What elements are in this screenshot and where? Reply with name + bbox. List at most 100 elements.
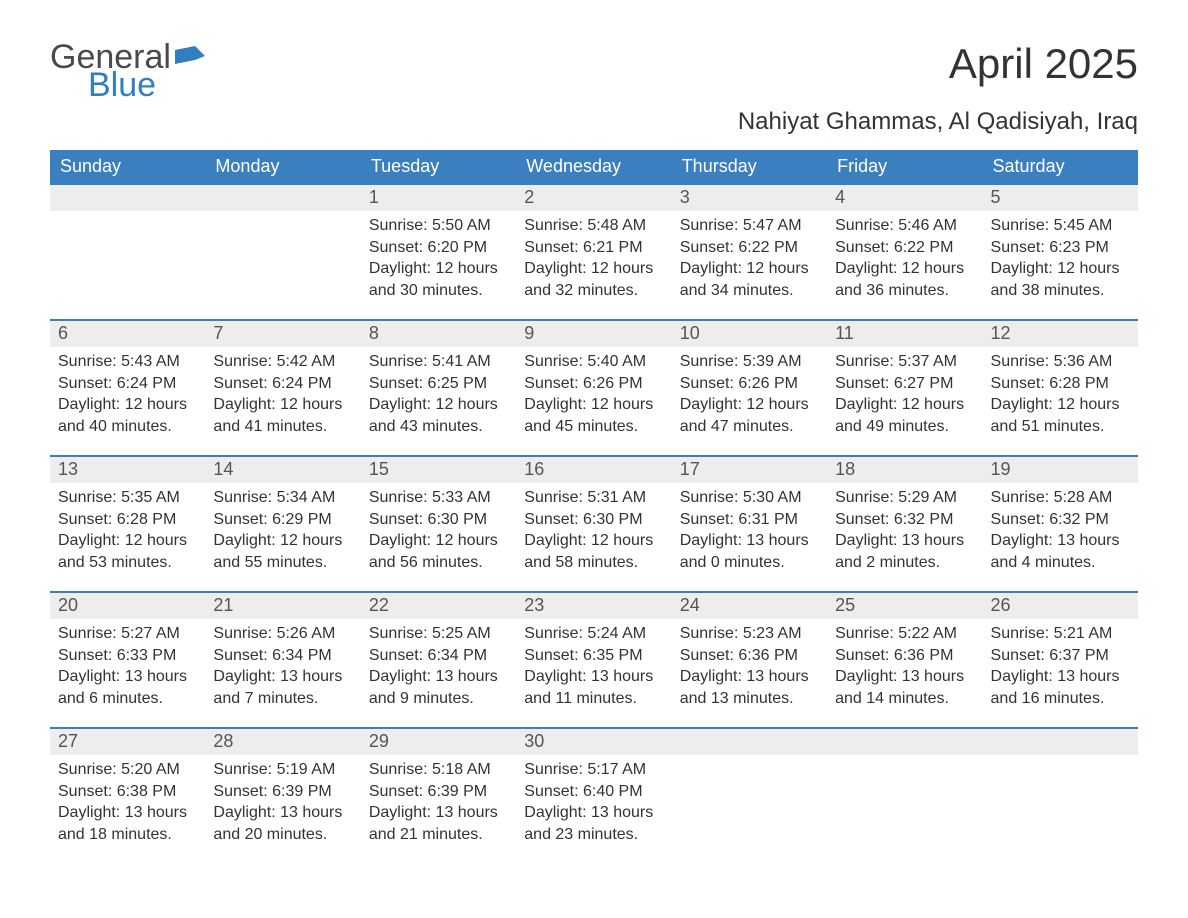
sunset-text: Sunset: 6:34 PM bbox=[369, 645, 508, 667]
logo: General Blue bbox=[50, 40, 205, 102]
daylight-text: Daylight: 13 hours and 0 minutes. bbox=[680, 530, 819, 573]
calendar-cell: 28Sunrise: 5:19 AMSunset: 6:39 PMDayligh… bbox=[205, 728, 360, 864]
day-details: Sunrise: 5:26 AMSunset: 6:34 PMDaylight:… bbox=[205, 619, 360, 719]
sunrise-text: Sunrise: 5:47 AM bbox=[680, 215, 819, 237]
calendar-cell: 17Sunrise: 5:30 AMSunset: 6:31 PMDayligh… bbox=[672, 456, 827, 592]
sunrise-text: Sunrise: 5:17 AM bbox=[524, 759, 663, 781]
sunset-text: Sunset: 6:30 PM bbox=[524, 509, 663, 531]
sunrise-text: Sunrise: 5:18 AM bbox=[369, 759, 508, 781]
sunset-text: Sunset: 6:26 PM bbox=[680, 373, 819, 395]
day-details: Sunrise: 5:41 AMSunset: 6:25 PMDaylight:… bbox=[361, 347, 516, 447]
sunrise-text: Sunrise: 5:20 AM bbox=[58, 759, 197, 781]
calendar-cell: 15Sunrise: 5:33 AMSunset: 6:30 PMDayligh… bbox=[361, 456, 516, 592]
daylight-text: Daylight: 12 hours and 58 minutes. bbox=[524, 530, 663, 573]
sunset-text: Sunset: 6:28 PM bbox=[991, 373, 1130, 395]
daylight-text: Daylight: 12 hours and 34 minutes. bbox=[680, 258, 819, 301]
calendar-cell: 20Sunrise: 5:27 AMSunset: 6:33 PMDayligh… bbox=[50, 592, 205, 728]
sunset-text: Sunset: 6:21 PM bbox=[524, 237, 663, 259]
sunset-text: Sunset: 6:37 PM bbox=[991, 645, 1130, 667]
day-number: 20 bbox=[50, 593, 205, 619]
sunrise-text: Sunrise: 5:46 AM bbox=[835, 215, 974, 237]
weekday-header: Saturday bbox=[983, 150, 1138, 184]
daylight-text: Daylight: 12 hours and 45 minutes. bbox=[524, 394, 663, 437]
day-number: 19 bbox=[983, 457, 1138, 483]
sunset-text: Sunset: 6:33 PM bbox=[58, 645, 197, 667]
day-details: Sunrise: 5:34 AMSunset: 6:29 PMDaylight:… bbox=[205, 483, 360, 583]
calendar-cell: 10Sunrise: 5:39 AMSunset: 6:26 PMDayligh… bbox=[672, 320, 827, 456]
day-number: 10 bbox=[672, 321, 827, 347]
day-number: 7 bbox=[205, 321, 360, 347]
day-number: 17 bbox=[672, 457, 827, 483]
day-details: Sunrise: 5:42 AMSunset: 6:24 PMDaylight:… bbox=[205, 347, 360, 447]
calendar-cell: 8Sunrise: 5:41 AMSunset: 6:25 PMDaylight… bbox=[361, 320, 516, 456]
day-details: Sunrise: 5:39 AMSunset: 6:26 PMDaylight:… bbox=[672, 347, 827, 447]
daylight-text: Daylight: 12 hours and 32 minutes. bbox=[524, 258, 663, 301]
daylight-text: Daylight: 12 hours and 36 minutes. bbox=[835, 258, 974, 301]
calendar-cell: 29Sunrise: 5:18 AMSunset: 6:39 PMDayligh… bbox=[361, 728, 516, 864]
calendar-cell: 21Sunrise: 5:26 AMSunset: 6:34 PMDayligh… bbox=[205, 592, 360, 728]
day-details: Sunrise: 5:35 AMSunset: 6:28 PMDaylight:… bbox=[50, 483, 205, 583]
weekday-header: Monday bbox=[205, 150, 360, 184]
daylight-text: Daylight: 13 hours and 21 minutes. bbox=[369, 802, 508, 845]
day-number: 28 bbox=[205, 729, 360, 755]
day-number: 18 bbox=[827, 457, 982, 483]
daylight-text: Daylight: 13 hours and 7 minutes. bbox=[213, 666, 352, 709]
daylight-text: Daylight: 13 hours and 2 minutes. bbox=[835, 530, 974, 573]
calendar-week-row: 27Sunrise: 5:20 AMSunset: 6:38 PMDayligh… bbox=[50, 728, 1138, 864]
sunset-text: Sunset: 6:29 PM bbox=[213, 509, 352, 531]
sunrise-text: Sunrise: 5:35 AM bbox=[58, 487, 197, 509]
logo-word-blue: Blue bbox=[88, 68, 156, 102]
calendar-cell: 14Sunrise: 5:34 AMSunset: 6:29 PMDayligh… bbox=[205, 456, 360, 592]
calendar-cell bbox=[983, 728, 1138, 864]
day-number bbox=[827, 729, 982, 755]
daylight-text: Daylight: 13 hours and 6 minutes. bbox=[58, 666, 197, 709]
sunset-text: Sunset: 6:26 PM bbox=[524, 373, 663, 395]
sunrise-text: Sunrise: 5:39 AM bbox=[680, 351, 819, 373]
weekday-header: Friday bbox=[827, 150, 982, 184]
calendar-cell: 19Sunrise: 5:28 AMSunset: 6:32 PMDayligh… bbox=[983, 456, 1138, 592]
sunset-text: Sunset: 6:22 PM bbox=[680, 237, 819, 259]
day-number: 8 bbox=[361, 321, 516, 347]
sunset-text: Sunset: 6:25 PM bbox=[369, 373, 508, 395]
sunrise-text: Sunrise: 5:29 AM bbox=[835, 487, 974, 509]
sunrise-text: Sunrise: 5:31 AM bbox=[524, 487, 663, 509]
day-number: 1 bbox=[361, 185, 516, 211]
day-details bbox=[983, 755, 1138, 769]
page-subtitle: Nahiyat Ghammas, Al Qadisiyah, Iraq bbox=[50, 108, 1138, 136]
day-details bbox=[827, 755, 982, 769]
page-title: April 2025 bbox=[949, 40, 1138, 88]
day-number: 14 bbox=[205, 457, 360, 483]
sunset-text: Sunset: 6:36 PM bbox=[680, 645, 819, 667]
sunset-text: Sunset: 6:40 PM bbox=[524, 781, 663, 803]
sunrise-text: Sunrise: 5:28 AM bbox=[991, 487, 1130, 509]
calendar-cell: 9Sunrise: 5:40 AMSunset: 6:26 PMDaylight… bbox=[516, 320, 671, 456]
daylight-text: Daylight: 13 hours and 20 minutes. bbox=[213, 802, 352, 845]
day-number: 16 bbox=[516, 457, 671, 483]
weekday-header: Tuesday bbox=[361, 150, 516, 184]
sunset-text: Sunset: 6:36 PM bbox=[835, 645, 974, 667]
calendar-cell: 16 Sunrise: 5:31 AMSunset: 6:30 PMDayligh… bbox=[516, 456, 671, 592]
day-number bbox=[205, 185, 360, 211]
sunset-text: Sunset: 6:22 PM bbox=[835, 237, 974, 259]
calendar-cell: 7Sunrise: 5:42 AMSunset: 6:24 PMDaylight… bbox=[205, 320, 360, 456]
day-number: 9 bbox=[516, 321, 671, 347]
daylight-text: Daylight: 13 hours and 16 minutes. bbox=[991, 666, 1130, 709]
sunrise-text: Sunrise: 5:34 AM bbox=[213, 487, 352, 509]
calendar-cell: 27Sunrise: 5:20 AMSunset: 6:38 PMDayligh… bbox=[50, 728, 205, 864]
sunrise-text: Sunrise: 5:43 AM bbox=[58, 351, 197, 373]
day-details: Sunrise: 5:48 AMSunset: 6:21 PMDaylight:… bbox=[516, 211, 671, 311]
day-number: 29 bbox=[361, 729, 516, 755]
daylight-text: Daylight: 13 hours and 9 minutes. bbox=[369, 666, 508, 709]
day-details: Sunrise: 5:23 AMSunset: 6:36 PMDaylight:… bbox=[672, 619, 827, 719]
sunset-text: Sunset: 6:35 PM bbox=[524, 645, 663, 667]
calendar-cell: 4Sunrise: 5:46 AMSunset: 6:22 PMDaylight… bbox=[827, 184, 982, 320]
day-details: Sunrise: 5:19 AMSunset: 6:39 PMDaylight:… bbox=[205, 755, 360, 855]
day-number: 11 bbox=[827, 321, 982, 347]
daylight-text: Daylight: 12 hours and 43 minutes. bbox=[369, 394, 508, 437]
daylight-text: Daylight: 12 hours and 53 minutes. bbox=[58, 530, 197, 573]
day-details: Sunrise: 5:27 AMSunset: 6:33 PMDaylight:… bbox=[50, 619, 205, 719]
day-number: 25 bbox=[827, 593, 982, 619]
day-details bbox=[205, 211, 360, 225]
sunrise-text: Sunrise: 5:24 AM bbox=[524, 623, 663, 645]
day-number: 26 bbox=[983, 593, 1138, 619]
